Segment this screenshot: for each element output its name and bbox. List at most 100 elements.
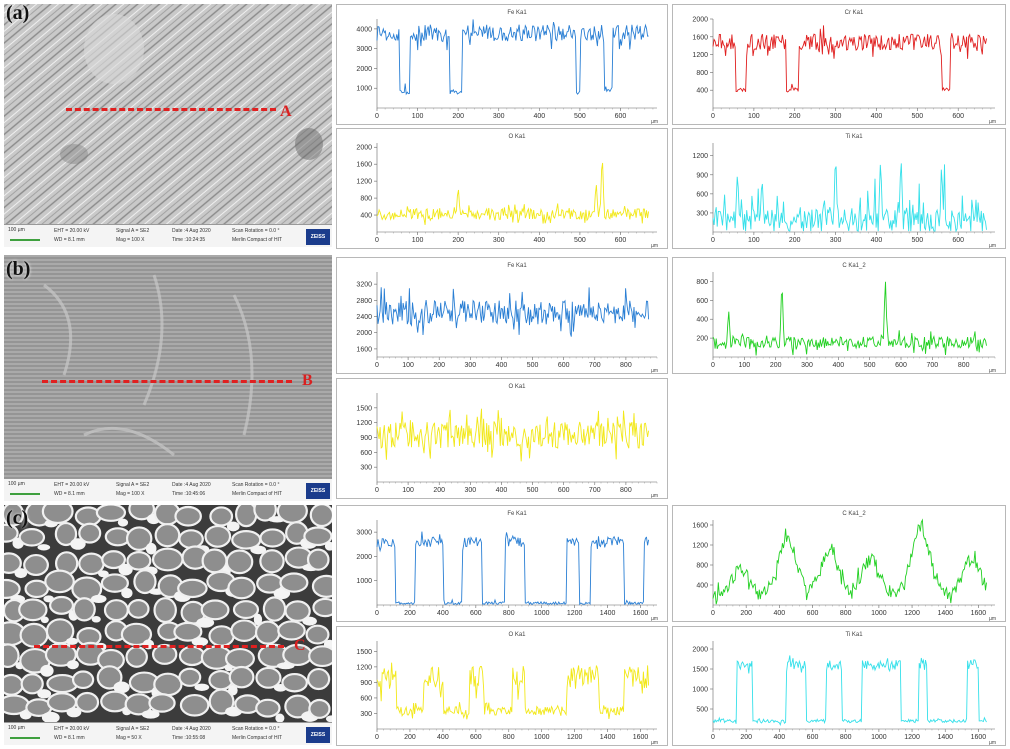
series-line [376,162,650,225]
eht-value: EHT = 20.00 kV [54,482,90,488]
x-tick-label: 400 [774,734,786,741]
time-value: Time :10:24:35 [172,237,206,243]
chart-title: O Ka1 [508,134,526,140]
y-tick-label: 900 [360,435,372,442]
x-unit-label: µm [651,368,658,374]
sem-info-bar-c: 100 µm EHT = 20.00 kV WD = 8.1 mm Signal… [4,722,332,745]
x-tick-label: 100 [738,362,750,369]
x-tick-label: 700 [926,362,938,369]
series-line [376,19,649,96]
x-tick-label: 400 [437,734,449,741]
chart-title: O Ka1 [508,632,526,638]
x-tick-label: 1400 [937,610,953,617]
signal-value: Signal A = SE2 [116,228,150,234]
y-tick-label: 1000 [692,687,708,694]
x-tick-label: 200 [433,362,445,369]
x-tick-label: 100 [748,237,760,244]
x-tick-label: 400 [774,610,786,617]
x-tick-label: 0 [711,362,715,369]
y-tick-label: 400 [360,213,372,220]
series-line [712,25,987,93]
scan-line-label-c: C [294,637,306,654]
series-line [712,281,987,356]
y-tick-label: 600 [360,450,372,457]
sem-image-b [4,255,332,479]
x-tick-label: 800 [840,734,852,741]
rotation-value: Scan Rotation = 0.0 ° [232,726,280,732]
x-tick-label: 1000 [534,610,550,617]
wd-value: WD = 8.1 mm [54,237,85,243]
x-tick-label: 0 [711,237,715,244]
scan-line-b [42,380,292,383]
x-tick-label: 400 [496,362,508,369]
x-tick-label: 1600 [971,610,987,617]
y-tick-label: 400 [696,88,708,95]
x-tick-label: 100 [412,237,424,244]
x-tick-label: 100 [402,362,414,369]
y-tick-label: 2000 [356,66,372,73]
x-tick-label: 200 [404,610,416,617]
y-tick-label: 2000 [692,647,708,654]
y-tick-label: 400 [696,583,708,590]
chart-title: Cr Ka1 [845,10,864,16]
chart-title: Fe Ka1 [507,263,527,269]
x-tick-label: 300 [830,237,842,244]
y-tick-label: 1600 [356,162,372,169]
y-tick-label: 2000 [356,554,372,561]
x-tick-label: 500 [864,362,876,369]
instrument-value: Merlin Compact of HIT [232,491,283,497]
x-tick-label: 200 [404,734,416,741]
y-tick-label: 1200 [356,420,372,427]
plot-fe-a: Fe Ka1 0 100 200 300 400 500 600 1000 2000 3000 400… [336,4,668,125]
x-tick-label: 300 [493,237,505,244]
y-tick-label: 600 [360,695,372,702]
series-line [376,408,650,462]
x-tick-label: 100 [402,487,414,494]
x-tick-label: 600 [952,237,964,244]
scan-line-label-b: B [302,372,313,389]
mag-value: Mag = 100 X [116,491,145,497]
y-tick-label: 400 [696,317,708,324]
plot-fe-c: Fe Ka1 0 200 400 600 800 1000 1200 1400 1600 1000 2… [336,505,668,622]
x-unit-label: µm [651,616,658,622]
x-tick-label: 500 [574,113,586,120]
x-tick-label: 1200 [567,610,583,617]
plot-c-c: C Ka1_2 0 200 400 600 800 1000 1200 1400 1600 400 8… [672,505,1006,622]
y-tick-label: 300 [360,465,372,472]
x-unit-label: µm [651,740,658,746]
x-unit-label: µm [989,368,996,374]
x-tick-label: 200 [433,487,445,494]
scale-bar [10,737,40,739]
chart-title: C Ka1_2 [842,263,866,269]
y-tick-label: 1200 [356,664,372,671]
x-tick-label: 800 [840,610,852,617]
x-tick-label: 1400 [600,734,616,741]
sem-info-bar-b: 100 µm EHT = 20.00 kV WD = 8.1 mm Signal… [4,478,332,501]
x-tick-label: 700 [589,362,601,369]
wd-value: WD = 8.1 mm [54,491,85,497]
x-tick-label: 1400 [937,734,953,741]
date-value: Date :4 Aug 2020 [172,726,211,732]
y-tick-label: 3000 [356,46,372,53]
x-tick-label: 600 [615,237,627,244]
plot-fe-b: Fe Ka1 0 100 200 300 400 500 600 700 800 1600 2000 2… [336,257,668,374]
panel-label-a: (a) [6,2,30,24]
panel-label-c: (c) [6,507,29,529]
y-tick-label: 1500 [356,649,372,656]
y-tick-label: 900 [696,172,708,179]
x-tick-label: 1200 [567,734,583,741]
x-tick-label: 300 [464,487,476,494]
x-tick-label: 500 [527,487,539,494]
chart-title: Fe Ka1 [507,10,527,16]
x-tick-label: 1200 [904,610,920,617]
x-tick-label: 0 [375,734,379,741]
plot-ti-c: Ti Ka1 0 200 400 600 800 1000 1200 1400 1600 500 10… [672,626,1006,746]
zeiss-logo: ZEISS [306,229,330,245]
y-tick-label: 1200 [692,543,708,550]
x-tick-label: 0 [375,362,379,369]
x-tick-label: 300 [830,113,842,120]
plot-o-b: O Ka1 0 100 200 300 400 500 600 700 800 300 600 900 1… [336,378,668,499]
scan-line-c [34,645,284,648]
x-tick-label: 400 [832,362,844,369]
series-line [712,163,987,233]
